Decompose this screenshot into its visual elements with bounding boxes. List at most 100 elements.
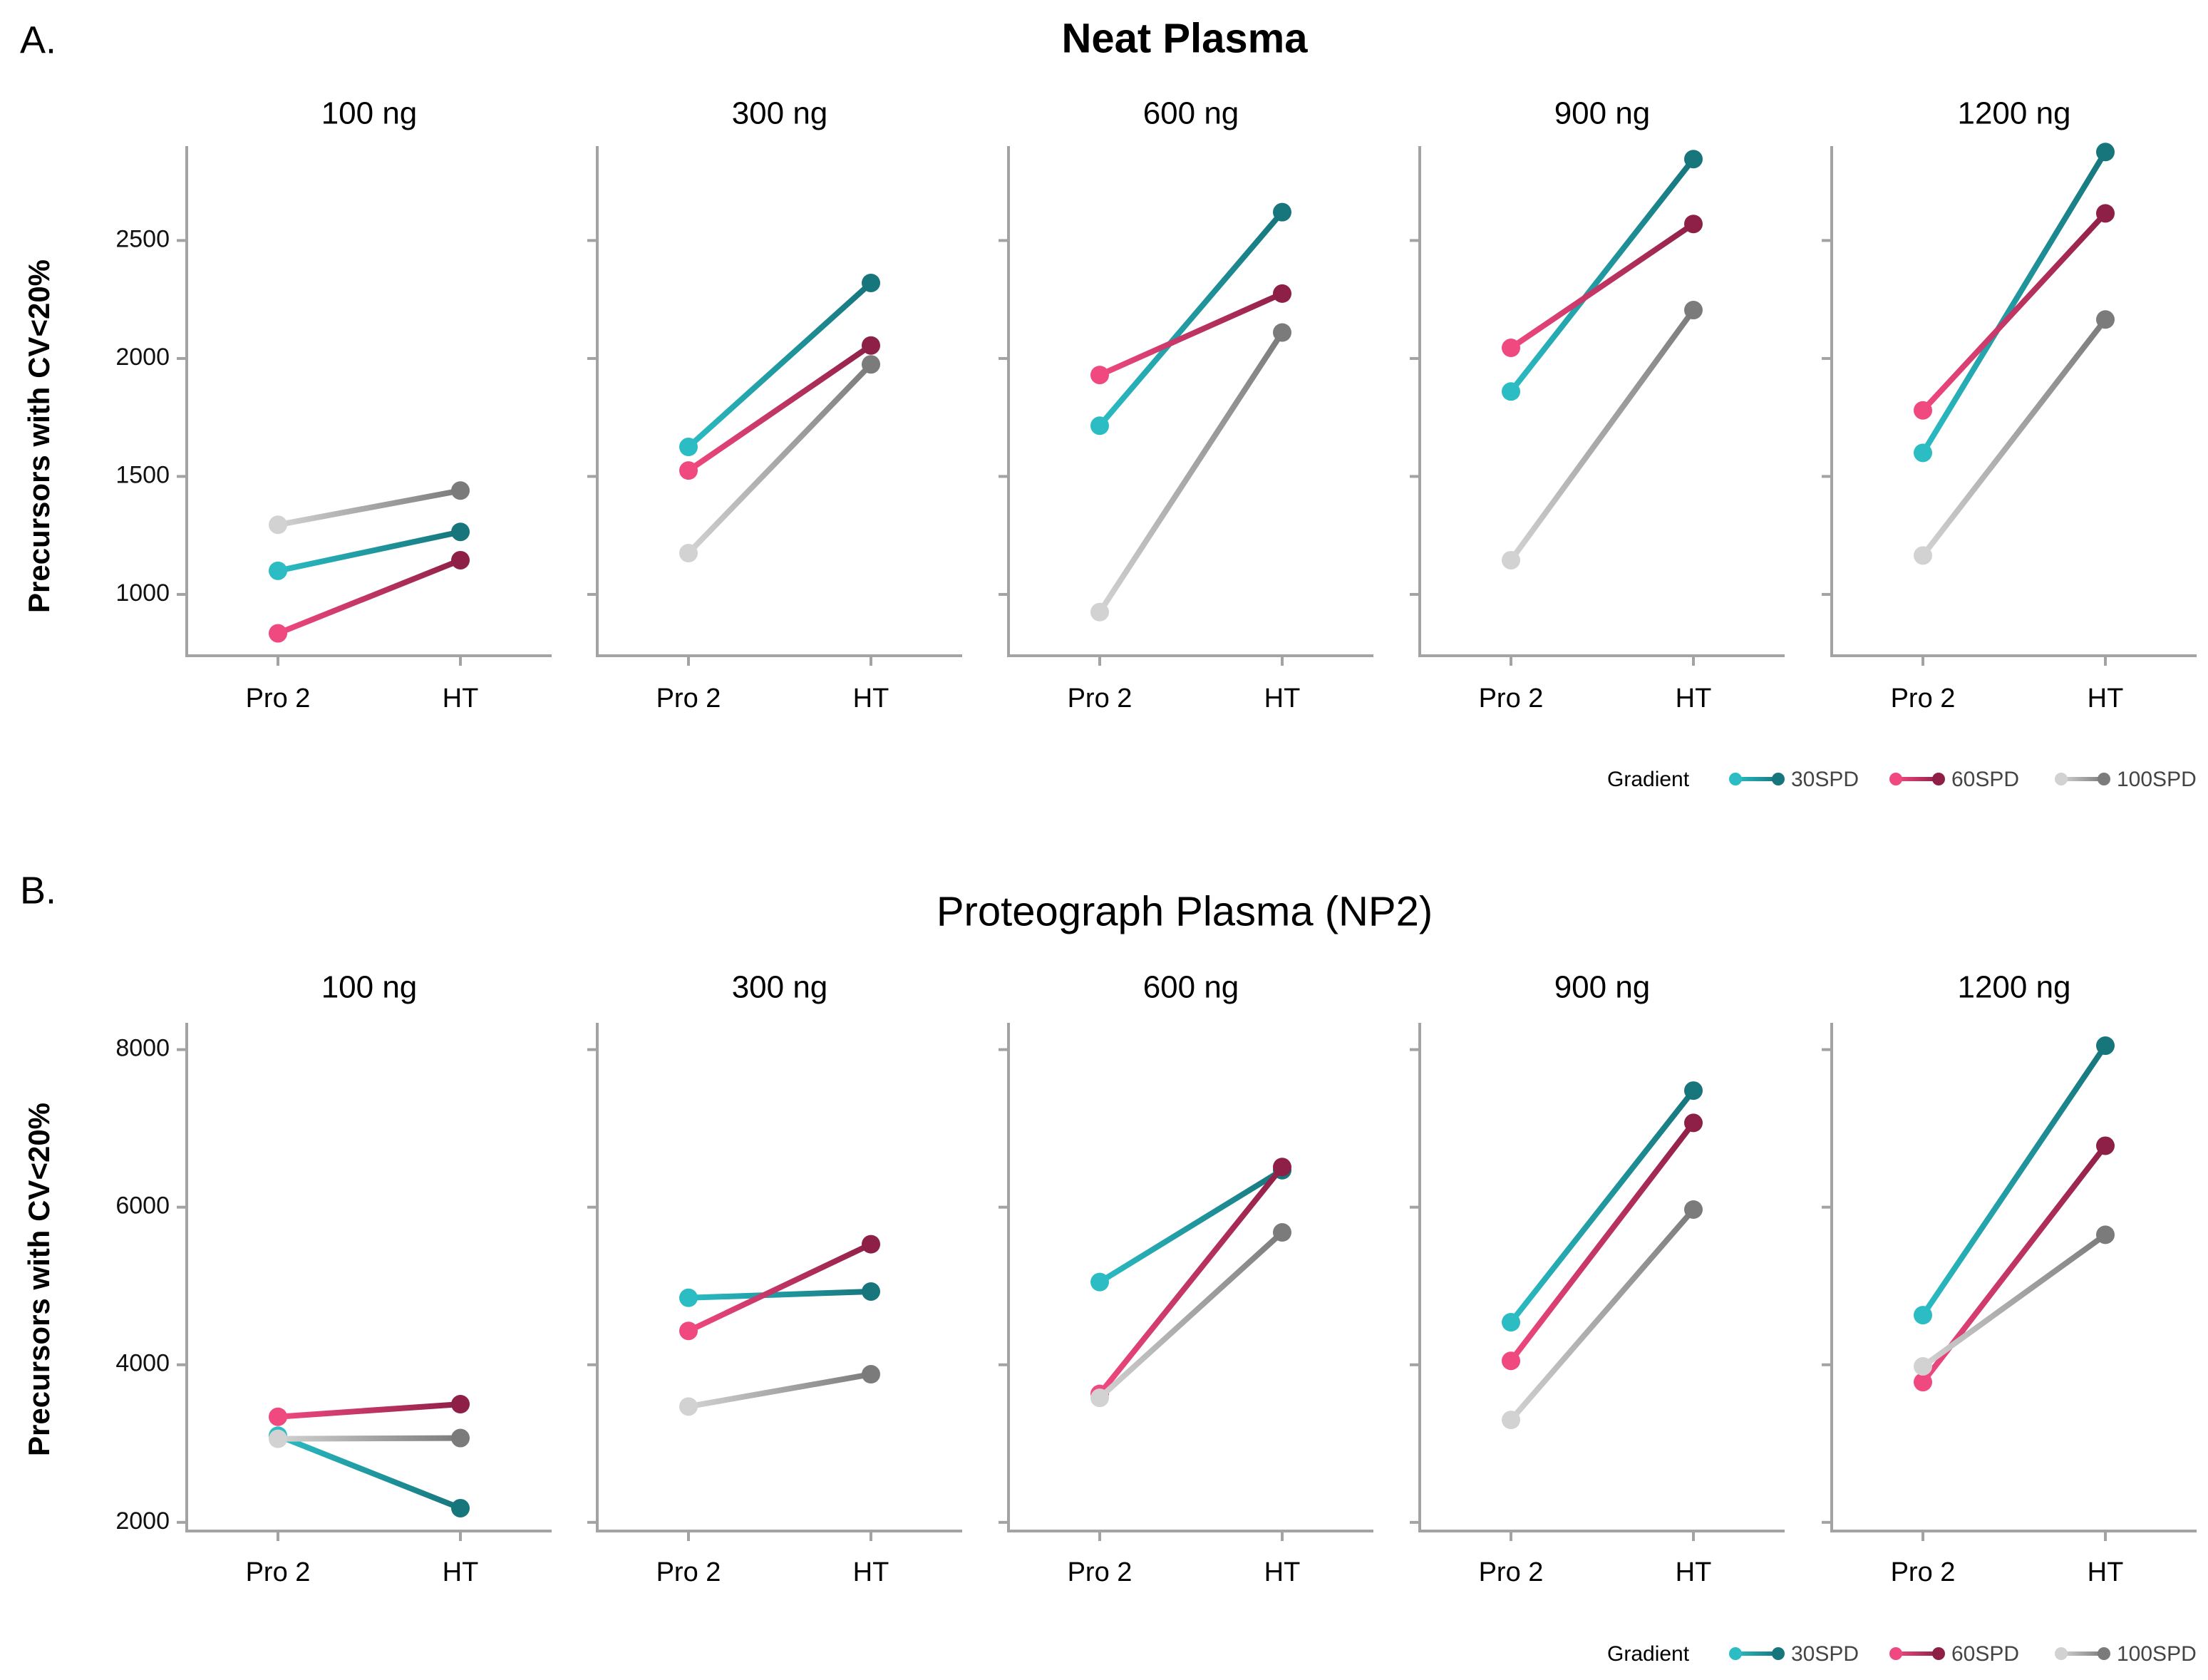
data-point-100spd-ht: [451, 481, 470, 500]
section-label: A.: [20, 19, 56, 61]
data-point-30spd-pro2: [1914, 443, 1932, 463]
series-line-60spd: [686, 1241, 874, 1334]
legend-label-30spd: 30SPD: [1791, 768, 1859, 791]
series-line-100spd: [686, 361, 874, 557]
x-tick-label: Pro 2: [1891, 1557, 1956, 1587]
series-line-30spd: [1097, 1167, 1285, 1285]
panel-900-ng: 900 ng Pro 2 HT: [1410, 96, 1785, 713]
series-line-100spd: [1920, 316, 2108, 559]
data-point-30spd-ht: [451, 1498, 470, 1517]
x-tick-label: Pro 2: [656, 1557, 721, 1587]
legend-label-60spd: 60SPD: [1951, 768, 2019, 791]
data-point-30spd-pro2: [1090, 416, 1109, 436]
data-point-60spd-pro2: [679, 1321, 698, 1341]
data-point-100spd-pro2: [679, 1397, 698, 1416]
data-point-100spd-pro2: [269, 515, 287, 535]
legend-marker-60spd: [1889, 1647, 1902, 1660]
legend-marker-100spd: [2098, 1647, 2110, 1660]
y-axis-label: Precursors with CV<20%: [22, 1103, 56, 1456]
x-tick-label: HT: [853, 684, 889, 713]
x-tick-label: HT: [1264, 684, 1301, 713]
legend-marker-100spd: [2098, 773, 2110, 785]
legend-label-100spd: 100SPD: [2117, 768, 2197, 791]
data-point-100spd-ht: [1273, 323, 1291, 342]
series-line-100spd: [686, 1371, 874, 1410]
data-point-100spd-ht: [1684, 1200, 1703, 1219]
chart-proteograph-plasma-np2: B. Proteograph Plasma (NP2) Precursors wit…: [20, 869, 2197, 1666]
panel-600-ng: 600 ng Pro 2 HT: [999, 96, 1373, 713]
series-line-30spd: [1508, 1088, 1696, 1326]
data-point-100spd-ht: [451, 1428, 470, 1448]
data-point-100spd-pro2: [1090, 1388, 1109, 1408]
legend: Gradient 30SPD 60SPD 100SPD: [1607, 1642, 2197, 1666]
data-point-30spd-pro2: [269, 561, 287, 580]
data-point-100spd-ht: [2096, 310, 2115, 329]
series-line-30spd: [686, 279, 874, 450]
data-point-60spd-ht: [862, 336, 880, 355]
data-point-60spd-pro2: [1914, 401, 1932, 420]
y-tick-label: 2000: [115, 1508, 170, 1535]
data-point-30spd-ht: [862, 1282, 880, 1301]
series-line-100spd: [1097, 1230, 1285, 1401]
series-line-30spd: [275, 529, 463, 574]
legend-label-30spd: 30SPD: [1791, 1642, 1859, 1666]
series-line-60spd: [1508, 1120, 1696, 1364]
y-tick-label: 4000: [115, 1350, 170, 1377]
data-point-60spd-ht: [451, 550, 470, 570]
data-point-100spd-ht: [1273, 1223, 1291, 1242]
data-point-100spd-pro2: [1502, 550, 1520, 570]
series-line-30spd: [275, 1433, 463, 1511]
data-point-30spd-pro2: [1502, 1313, 1520, 1332]
panel-100-ng: 100 ng Pro 2 HT: [177, 96, 552, 713]
data-point-30spd-ht: [1684, 150, 1703, 169]
data-point-100spd-pro2: [1090, 602, 1109, 622]
series-line-30spd: [1508, 156, 1696, 395]
panel-title: 1200 ng: [1957, 96, 2070, 131]
panel-1200-ng: 1200 ng Pro 2 HT: [1822, 96, 2197, 713]
legend-marker-60spd: [1932, 1647, 1945, 1660]
series-line-60spd: [1097, 1164, 1285, 1397]
y-tick-label: 2500: [115, 225, 170, 252]
data-point-30spd-ht: [1273, 202, 1291, 222]
data-point-30spd-pro2: [1502, 382, 1520, 401]
y-tick-label: 1000: [115, 579, 170, 607]
data-point-100spd-ht: [1684, 301, 1703, 320]
data-point-60spd-ht: [1684, 215, 1703, 234]
x-tick-label: Pro 2: [1068, 684, 1133, 713]
x-tick-label: HT: [2088, 1557, 2124, 1587]
panel-title: 100 ng: [321, 970, 418, 1005]
y-tick-label: 2000: [115, 344, 170, 371]
series-line-60spd: [1508, 221, 1696, 351]
panel-1200-ng: 1200 ng Pro 2 HT: [1822, 970, 2197, 1587]
data-point-30spd-pro2: [1914, 1306, 1932, 1325]
data-point-60spd-pro2: [1090, 366, 1109, 385]
series-line-100spd: [1920, 1232, 2108, 1369]
data-point-100spd-pro2: [1914, 1356, 1932, 1376]
chart-title: Neat Plasma: [1062, 15, 1309, 61]
legend-marker-60spd: [1932, 773, 1945, 785]
data-point-60spd-ht: [2096, 1136, 2115, 1155]
legend-label-60spd: 60SPD: [1951, 1642, 2019, 1666]
data-point-60spd-pro2: [679, 461, 698, 480]
x-tick-label: Pro 2: [1479, 1557, 1544, 1587]
data-point-30spd-pro2: [1090, 1272, 1109, 1292]
data-point-100spd-pro2: [1502, 1411, 1520, 1430]
y-tick-label: 1500: [115, 461, 170, 488]
series-line-60spd: [275, 1401, 463, 1420]
data-point-60spd-ht: [1273, 1158, 1291, 1177]
panel-title: 600 ng: [1143, 970, 1239, 1005]
legend-marker-30spd: [1729, 773, 1742, 785]
data-point-60spd-pro2: [1502, 339, 1520, 358]
panel-title: 100 ng: [321, 96, 418, 131]
y-tick-label: 6000: [115, 1192, 170, 1220]
chart-title: Proteograph Plasma (NP2): [937, 888, 1433, 934]
x-tick-label: HT: [443, 1557, 479, 1587]
series-line-60spd: [686, 342, 874, 474]
legend-marker-30spd: [1772, 773, 1785, 785]
series-line-30spd: [1920, 1043, 2108, 1319]
data-point-60spd-ht: [2096, 204, 2115, 223]
data-point-60spd-ht: [451, 1395, 470, 1414]
data-point-60spd-pro2: [1914, 1373, 1932, 1392]
